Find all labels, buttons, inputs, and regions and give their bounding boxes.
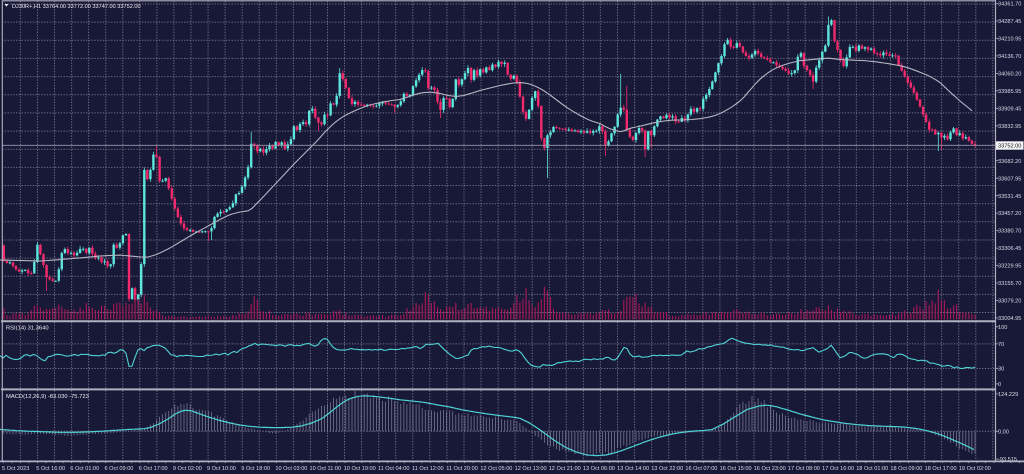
svg-text:18 Oct 09:00: 18 Oct 09:00 bbox=[890, 466, 922, 472]
svg-text:11 Oct 20:00: 11 Oct 20:00 bbox=[446, 466, 478, 472]
svg-text:33607.95: 33607.95 bbox=[998, 176, 1021, 182]
svg-text:33004.95: 33004.95 bbox=[998, 316, 1021, 322]
svg-text:33985.95: 33985.95 bbox=[998, 89, 1021, 95]
svg-text:34361.70: 34361.70 bbox=[998, 2, 1021, 8]
svg-text:5 Oct 2023: 5 Oct 2023 bbox=[2, 466, 29, 472]
svg-text:11 Oct 12:00: 11 Oct 12:00 bbox=[412, 466, 444, 472]
svg-text:33380.70: 33380.70 bbox=[998, 229, 1021, 235]
svg-text:124.229: 124.229 bbox=[998, 392, 1018, 398]
svg-text:70: 70 bbox=[998, 342, 1004, 348]
svg-text:17 Oct 16:00: 17 Oct 16:00 bbox=[822, 466, 854, 472]
svg-text:17 Oct 08:00: 17 Oct 08:00 bbox=[788, 466, 820, 472]
svg-text:33909.45: 33909.45 bbox=[998, 106, 1021, 112]
svg-text:30: 30 bbox=[998, 367, 1004, 373]
svg-text:12 Oct 05:00: 12 Oct 05:00 bbox=[480, 466, 512, 472]
svg-text:0: 0 bbox=[998, 382, 1001, 388]
svg-text:12 Oct 13:00: 12 Oct 13:00 bbox=[515, 466, 547, 472]
svg-text:33155.70: 33155.70 bbox=[998, 281, 1021, 287]
svg-text:RSI(14) 31.3640: RSI(14) 31.3640 bbox=[6, 326, 49, 332]
svg-text:-93.515: -93.515 bbox=[998, 457, 1017, 463]
svg-text:100: 100 bbox=[998, 325, 1007, 331]
svg-text:0.00: 0.00 bbox=[998, 429, 1009, 435]
svg-text:12 Oct 21:00: 12 Oct 21:00 bbox=[549, 466, 581, 472]
svg-text:16 Oct 07:00: 16 Oct 07:00 bbox=[685, 466, 717, 472]
svg-text:33682.20: 33682.20 bbox=[998, 159, 1021, 165]
svg-text:11 Oct 04:00: 11 Oct 04:00 bbox=[378, 466, 410, 472]
svg-text:10 Oct 19:00: 10 Oct 19:00 bbox=[344, 466, 376, 472]
svg-text:18 Oct 17:00: 18 Oct 17:00 bbox=[925, 466, 957, 472]
svg-text:33752.00: 33752.00 bbox=[998, 144, 1021, 150]
svg-text:33229.95: 33229.95 bbox=[998, 264, 1021, 270]
svg-text:13 Oct 22:00: 13 Oct 22:00 bbox=[651, 466, 683, 472]
svg-text:16 Oct 15:00: 16 Oct 15:00 bbox=[720, 466, 752, 472]
svg-text:6 Oct 01:00: 6 Oct 01:00 bbox=[70, 466, 99, 472]
svg-text:9 Oct 10:00: 9 Oct 10:00 bbox=[207, 466, 236, 472]
svg-text:6 Oct 09:00: 6 Oct 09:00 bbox=[105, 466, 134, 472]
svg-text:33079.20: 33079.20 bbox=[998, 299, 1021, 305]
svg-text:33306.45: 33306.45 bbox=[998, 246, 1021, 252]
svg-text:33832.95: 33832.95 bbox=[998, 124, 1021, 130]
svg-text:33457.20: 33457.20 bbox=[998, 211, 1021, 217]
svg-text:MACD(12,26,9) -83.030 -75.723: MACD(12,26,9) -83.030 -75.723 bbox=[6, 394, 89, 400]
svg-text:34287.45: 34287.45 bbox=[998, 19, 1021, 25]
svg-text:13 Oct 06:00: 13 Oct 06:00 bbox=[583, 466, 615, 472]
svg-text:DJ30R+,H1 33764.00 33772.00 3: DJ30R+,H1 33764.00 33772.00 33747.00 337… bbox=[12, 4, 141, 10]
svg-text:19 Oct 02:00: 19 Oct 02:00 bbox=[959, 466, 991, 472]
svg-text:33531.45: 33531.45 bbox=[998, 194, 1021, 200]
svg-text:9 Oct 02:00: 9 Oct 02:00 bbox=[173, 466, 202, 472]
svg-text:9 Oct 18:00: 9 Oct 18:00 bbox=[241, 466, 270, 472]
svg-text:18 Oct 01:00: 18 Oct 01:00 bbox=[856, 466, 888, 472]
svg-text:10 Oct 11:00: 10 Oct 11:00 bbox=[310, 466, 342, 472]
svg-text:10 Oct 03:00: 10 Oct 03:00 bbox=[275, 466, 307, 472]
svg-text:34210.95: 34210.95 bbox=[998, 37, 1021, 43]
svg-text:13 Oct 14:00: 13 Oct 14:00 bbox=[617, 466, 649, 472]
svg-text:34060.20: 34060.20 bbox=[998, 72, 1021, 78]
svg-text:5 Oct 16:00: 5 Oct 16:00 bbox=[36, 466, 65, 472]
svg-text:6 Oct 17:00: 6 Oct 17:00 bbox=[139, 466, 168, 472]
svg-text:16 Oct 23:00: 16 Oct 23:00 bbox=[754, 466, 786, 472]
svg-text:34136.70: 34136.70 bbox=[998, 54, 1021, 60]
